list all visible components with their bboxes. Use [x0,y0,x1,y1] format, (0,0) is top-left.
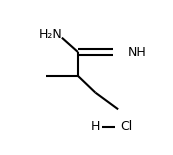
Text: Cl: Cl [120,120,132,133]
Text: H: H [91,120,100,133]
Text: NH: NH [128,46,146,59]
Text: H₂N: H₂N [39,28,63,41]
